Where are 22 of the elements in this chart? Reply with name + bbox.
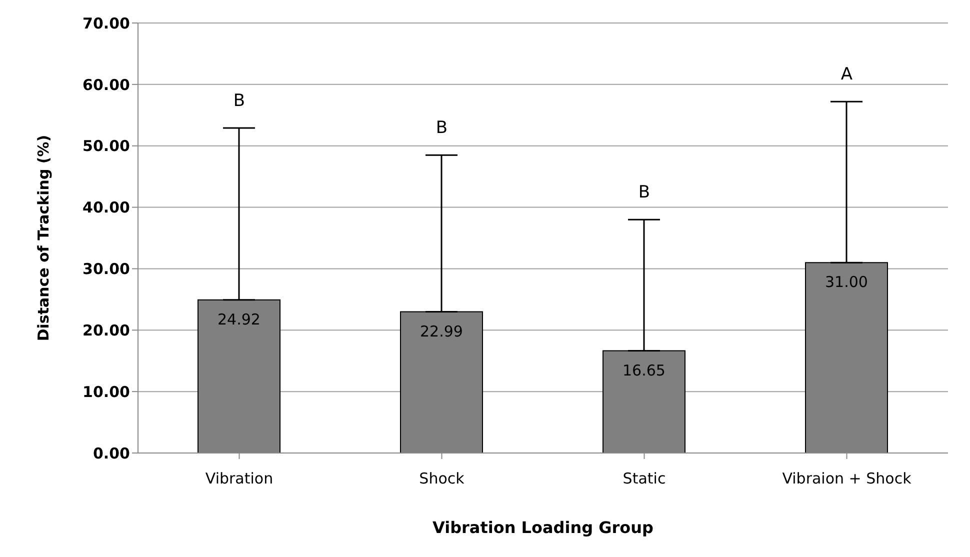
y-tick-label: 60.00 — [82, 76, 130, 94]
y-tick-label: 50.00 — [82, 137, 130, 156]
x-tick-label: Vibraion + Shock — [782, 470, 912, 488]
y-tick-label: 30.00 — [82, 260, 130, 278]
data-label: 16.65 — [622, 361, 666, 380]
y-tick-label: 0.00 — [92, 444, 130, 462]
x-axis-title: Vibration Loading Group — [432, 518, 654, 537]
data-label: 31.00 — [825, 273, 868, 292]
y-tick-label: 10.00 — [82, 382, 130, 401]
y-tick-label: 20.00 — [82, 321, 130, 340]
y-tick-label: 70.00 — [82, 14, 130, 32]
y-axis-title: Distance of Tracking (%) — [34, 134, 52, 342]
data-label: 24.92 — [218, 310, 260, 329]
annotation: B — [436, 118, 448, 138]
annotation: A — [840, 64, 853, 85]
x-tick-label: Shock — [419, 470, 465, 488]
data-label: 22.99 — [420, 322, 463, 340]
x-tick-label: Static — [622, 470, 666, 488]
annotation: B — [638, 182, 650, 203]
annotation: B — [233, 91, 246, 112]
x-tick-label: Vibration — [205, 470, 274, 488]
y-tick-label: 40.00 — [82, 198, 130, 217]
